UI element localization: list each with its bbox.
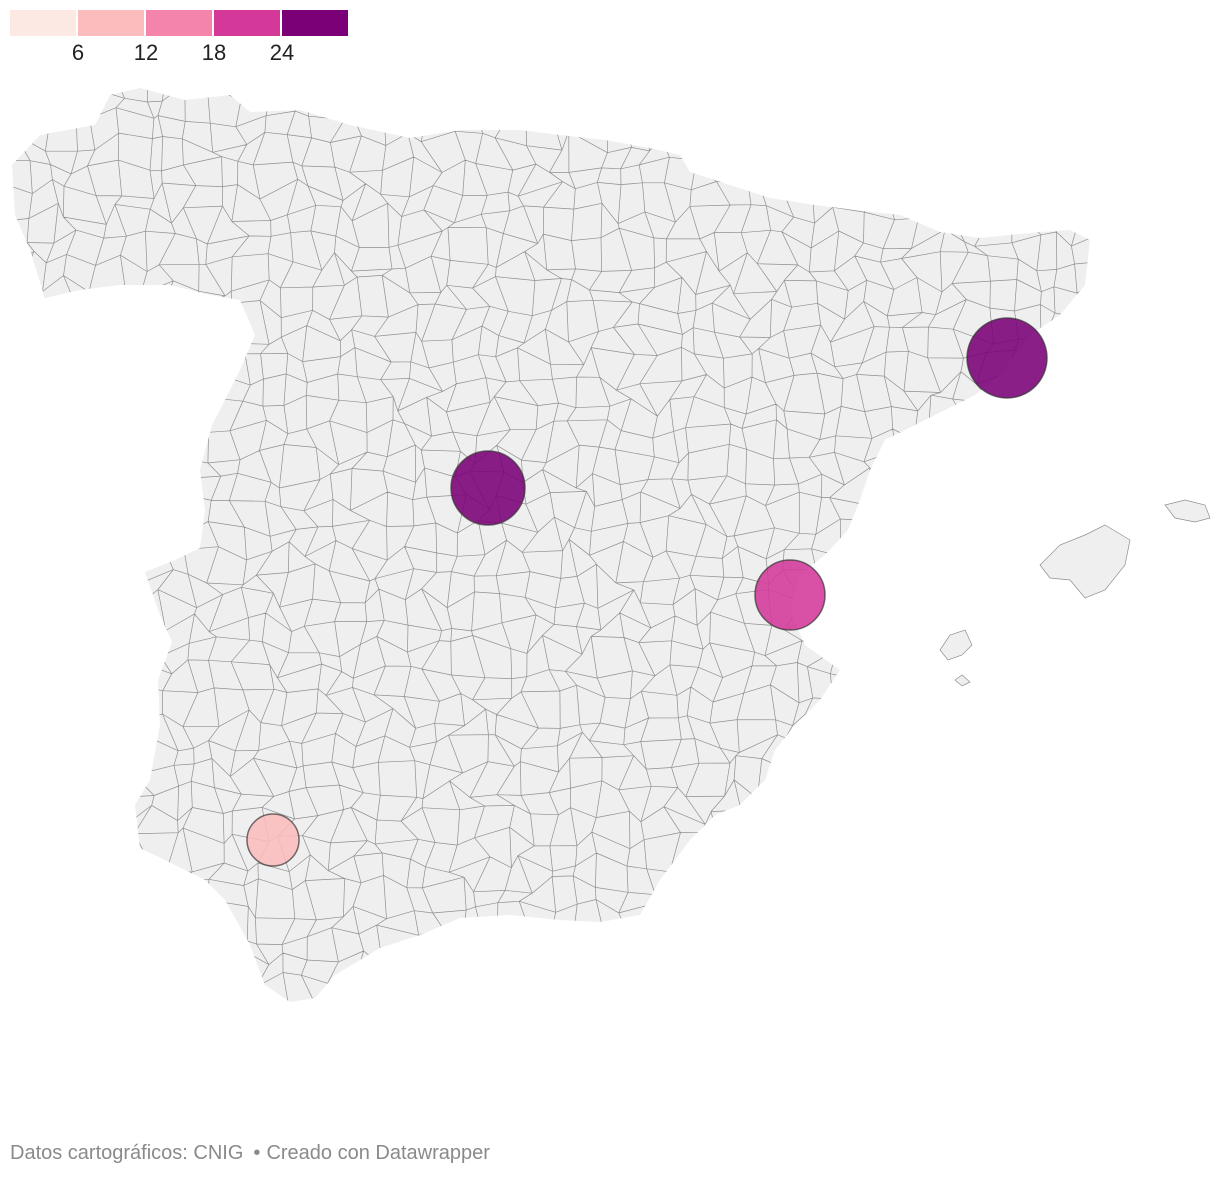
legend-swatch-4: [214, 10, 280, 36]
legend-color-scale: [10, 10, 350, 36]
spain-map: [12, 88, 1211, 1002]
legend-tick-12: 12: [133, 40, 159, 65]
mallorca-border: [1039, 524, 1131, 599]
legend-tick-6: 6: [71, 40, 85, 65]
legend-tick-18: 18: [201, 40, 227, 65]
legend-swatch-2: [78, 10, 144, 36]
menorca-land: [1165, 500, 1210, 522]
legend-tick-24: 24: [269, 40, 295, 65]
municipality-mesh: [12, 88, 1090, 1002]
ibiza-land: [940, 630, 972, 660]
land-layer: [12, 88, 1210, 1002]
proportional-symbols: [246, 317, 1048, 867]
symbol-valencia[interactable]: [754, 559, 826, 631]
footer: Datos cartográficos: CNIG • Creado con Dat…: [10, 1142, 490, 1165]
peninsula-land: [12, 88, 1090, 1002]
symbol-madrid[interactable]: [450, 450, 526, 526]
map: [12, 88, 1211, 1002]
footer-separator: •: [253, 1142, 261, 1164]
color-legend: 6 12 18 24: [10, 10, 350, 70]
symbol-sevilla[interactable]: [246, 813, 300, 867]
ibiza-border: [939, 629, 973, 661]
mallorca-land: [1040, 525, 1130, 598]
formentera-border: [954, 674, 971, 687]
datawrapper-credit[interactable]: Creado con Datawrapper: [266, 1142, 490, 1164]
formentera-land: [955, 675, 970, 686]
legend-swatch-3: [146, 10, 212, 36]
source-note: Datos cartográficos: CNIG: [10, 1142, 244, 1164]
menorca-border: [1164, 499, 1211, 523]
legend-swatch-1: [10, 10, 76, 36]
municipality-borders: [12, 88, 1211, 1002]
symbol-barcelona[interactable]: [966, 317, 1048, 399]
legend-swatch-5: [282, 10, 348, 36]
